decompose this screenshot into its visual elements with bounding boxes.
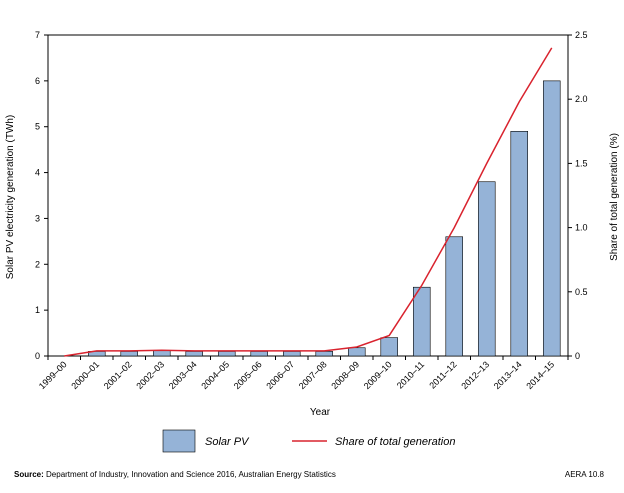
x-tick-label-14: 2013–14 [492, 359, 524, 391]
x-tick-label-1: 2000–01 [69, 359, 101, 391]
x-axis: 1999–00 2000–01 2001–02 2002–03 2003–04 2004–… [37, 356, 569, 391]
legend-swatch-solar-pv [162, 429, 196, 453]
y-tick-label-6: 6 [35, 76, 40, 86]
x-tick-label-3: 2002–03 [134, 359, 166, 391]
bar-6 [250, 351, 269, 357]
bar-3 [153, 350, 171, 357]
x-tick-label-12: 2011–12 [427, 359, 458, 390]
bar-12 [445, 236, 463, 357]
source-label: Source: [14, 470, 44, 479]
bar-11 [412, 286, 431, 357]
x-tick-label-10: 2009–10 [362, 359, 394, 391]
y-tick-label-1: 1 [35, 305, 40, 315]
y2-tick-label-3: 1.5 [575, 158, 588, 168]
y-axis-title: Solar PV electricity generation (TWh) [5, 115, 16, 280]
left-axis: 0 1 2 3 4 5 6 7 [35, 30, 48, 361]
legend-label-solar-pv: Solar PV [205, 436, 250, 448]
bar-8 [315, 351, 333, 357]
bar-10 [380, 337, 398, 357]
bar-13 [477, 181, 496, 357]
x-tick-label-13: 2012–13 [459, 359, 491, 391]
x-axis-title: Year [310, 407, 331, 418]
x-tick-label-2: 2001–02 [102, 359, 134, 391]
x-tick-label-15: 2014–15 [524, 359, 556, 391]
bar-5 [218, 351, 236, 357]
y-tick-label-4: 4 [35, 168, 40, 178]
bar-14 [510, 131, 528, 357]
y2-tick-label-1: 0.5 [575, 287, 588, 297]
share-line [64, 47, 553, 357]
bar-2 [120, 351, 139, 357]
source-note: Source: Department of Industry, Innovati… [14, 470, 336, 479]
y2-tick-label-0: 0 [575, 351, 580, 361]
y2-tick-label-5: 2.5 [575, 30, 588, 40]
legend: Solar PV Share of total generation [162, 429, 455, 453]
figure-reference: AERA 10.8 [564, 470, 604, 479]
legend-label-share: Share of total generation [335, 436, 455, 448]
right-axis: 0 0.5 1.0 1.5 2.0 2.5 [568, 30, 588, 361]
bar-9 [347, 347, 366, 357]
y-tick-label-3: 3 [35, 213, 40, 223]
y-tick-label-7: 7 [35, 30, 40, 40]
y2-tick-label-2: 1.0 [575, 223, 588, 233]
y-tick-label-5: 5 [35, 122, 40, 132]
bar-4 [185, 351, 204, 357]
y2-tick-label-4: 2.0 [575, 94, 588, 104]
x-tick-label-6: 2005–06 [232, 359, 264, 391]
x-tick-label-0: 1999–00 [37, 359, 69, 391]
y-tick-label-0: 0 [35, 351, 40, 361]
x-tick-label-9: 2008–09 [329, 359, 361, 391]
source-text: Department of Industry, Innovation and S… [43, 470, 336, 479]
bar-7 [282, 351, 301, 357]
y-tick-label-2: 2 [35, 259, 40, 269]
x-tick-label-4: 2003–04 [167, 359, 199, 391]
line-layer [64, 47, 553, 357]
x-tick-label-7: 2006–07 [264, 359, 296, 391]
x-tick-label-5: 2004–05 [199, 359, 231, 391]
x-tick-label-11: 2010–11 [395, 359, 426, 390]
x-tick-label-8: 2007–08 [297, 359, 329, 391]
y2-axis-title: Share of total generation (%) [609, 133, 620, 261]
bar-15 [542, 80, 561, 357]
bars [88, 80, 561, 357]
